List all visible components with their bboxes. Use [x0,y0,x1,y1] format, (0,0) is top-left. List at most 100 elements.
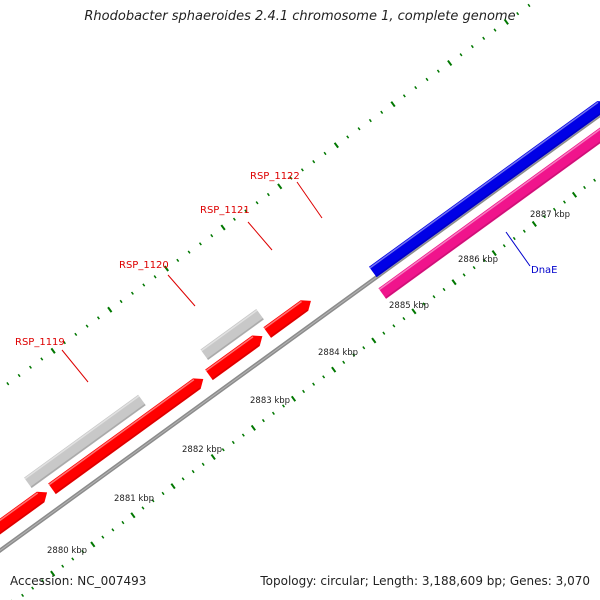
cds-rsp1119-arrow [48,378,204,495]
dnae-pink-track-bar-shape [378,116,600,299]
inner-scale-tick [50,570,56,577]
outer-scale-tick [107,306,113,313]
rsp1121-leader [247,221,273,251]
outer-scale-tick [255,201,259,205]
scale-label-4: 2884 kbp [318,348,358,358]
inner-scale-tick [101,535,105,539]
inner-scale-tick [382,331,386,335]
label-leaders [61,181,531,383]
gene-label-rsp-1122: RSP_1122 [250,171,300,182]
outer-scale-tick [119,299,123,304]
outer-scale-tick [368,118,372,123]
cds-rsp1118-arrow [0,491,48,552]
cds-rsp1122-arrow-shade [270,309,309,338]
feature-rsp1121-gray-bar-shade [207,318,264,360]
outer-scale-tick [346,135,350,139]
cds-rsp1121-arrow [205,335,263,381]
inner-scale-tick [402,316,406,321]
cds-dnae-arrow-shade [375,110,600,278]
scale-label-7: 2887 kbp [530,210,570,220]
inner-scale-tick [352,353,356,357]
inner-scale-tick [562,200,566,204]
rsp1122-leader [296,181,323,219]
inner-scale-tick [411,308,417,315]
outer-scale-tick [425,77,429,82]
inner-scale-tick [61,564,65,568]
outer-scale-tick [277,183,283,190]
feature-rsp1119-gray-bar-shade [30,403,146,488]
outer-scale-tick [198,242,202,246]
inner-scale-tick [181,477,185,481]
outer-scale-tick [28,365,32,369]
outer-scale-tick [220,224,226,231]
inner-scale-tick [583,185,587,190]
dnae-leader [505,231,531,267]
inner-scale-tick [141,506,145,510]
outer-scale-tick [210,234,214,238]
outer-scale-tick [459,53,463,57]
inner-scale-tick [71,557,75,561]
map-title: Rhodobacter sphaeroides 2.4.1 chromosome… [84,9,516,24]
outer-scale-tick [414,85,418,90]
inner-scale-tick [491,250,497,257]
outer-scale-tick [96,316,100,320]
outer-scale-tick [187,250,191,254]
outer-scale-tick [390,101,396,108]
inner-scale-tick [531,220,537,227]
feature-rsp1121-gray-bar-sheen [200,309,258,352]
outer-scale-tick [163,265,169,272]
inner-scale-tick [571,191,578,198]
accession-label: Accession: NC_007493 [10,574,147,588]
cds-rsp1121-arrow-shape [205,335,263,381]
inner-scale-tick [502,244,506,248]
scale-label-1: 2881 kbp [114,494,154,504]
inner-scale-tick [111,528,115,532]
gene-label-rsp-1121: RSP_1121 [200,205,250,216]
outer-scale-tick [493,28,497,32]
inner-scale-tick [442,287,446,292]
outer-scale-tick [50,347,56,354]
outer-scale-tick [470,44,474,49]
inner-scale-tick [250,424,256,431]
inner-scale-tick [31,586,35,590]
outer-scale-tick [503,18,509,25]
cds-rsp1119-arrow-shade [54,387,201,494]
inner-scale-tick [422,302,426,306]
chromosome-backbone [0,113,600,553]
outer-scale-tick [85,324,89,328]
inner-scale-tick [331,366,337,373]
scale-label-3: 2883 kbp [250,396,290,406]
inner-scale-tick [201,462,205,466]
feature-rsp1119-gray-bar-shape [24,394,146,489]
scale-label-0: 2880 kbp [47,546,87,556]
outer-scale-tick [142,283,146,287]
outer-scale-tick [232,217,236,221]
outer-scale-tick [153,275,157,279]
genome-summary-label: Topology: circular; Length: 3,188,609 bp… [260,574,590,588]
inner-scale-tick [282,404,285,408]
inner-scale-tick [593,178,597,182]
rsp1120-leader [167,274,196,307]
outer-scale-tick [357,127,361,131]
cds-rsp1121-arrow-shade [211,344,260,380]
outer-scale-tick [6,382,10,386]
outer-scale-tick [436,69,440,73]
inner-scale-tick [161,491,165,496]
dnae-pink-track-bar-shade [385,125,600,299]
inner-scale-tick [392,324,396,328]
outer-scale-tick [176,258,180,263]
inner-scale-tick [362,346,366,350]
gene-label-dnae: DnaE [531,265,557,276]
inner-scale-tick [312,382,316,386]
rsp1119-leader [61,349,89,383]
outer-scale-tick [40,357,44,361]
outer-scale-tick [312,160,316,164]
scale-label-2: 2882 kbp [182,445,222,455]
inner-scale-tick [221,448,225,452]
inner-scale-tick [121,520,125,525]
inner-scale-tick [191,469,195,474]
inner-scale-tick [451,279,457,286]
cds-dnae-arrow-shape [368,101,600,278]
